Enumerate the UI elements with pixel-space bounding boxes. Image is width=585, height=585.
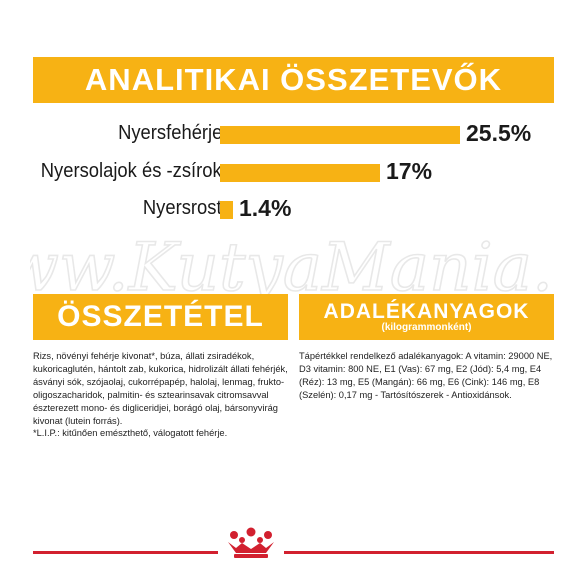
analytical-title: ANALITIKAI ÖSSZETEVŐK xyxy=(84,62,503,97)
royal-canin-crown-icon xyxy=(228,527,274,558)
nutrient-label-fat: Nyersolajok és -zsírok xyxy=(41,160,222,182)
footer-line-left xyxy=(33,551,218,554)
additives-title: ADALÉKANYAGOK xyxy=(323,300,530,323)
nutrient-label-fiber: Nyersrost xyxy=(143,197,222,219)
nutrient-bar-fat xyxy=(220,164,380,182)
composition-ingredients: Rizs, növényi fehérje kivonat*, búza, ál… xyxy=(33,351,288,426)
analytical-title-banner: ANALITIKAI ÖSSZETEVŐK xyxy=(33,57,554,103)
composition-text-block: Rizs, növényi fehérje kivonat*, búza, ál… xyxy=(33,350,293,440)
nutrient-bar-protein xyxy=(220,126,460,144)
nutrient-percent-fat: 17% xyxy=(386,158,433,184)
composition-header: ÖSSZETÉTEL xyxy=(33,294,288,340)
composition-footnote: *L.I.P.: kitűnően emészthető, válogatott… xyxy=(33,428,228,439)
additives-text-block: Tápértékkel rendelkező adalékanyagok: A … xyxy=(299,350,555,402)
nutrient-label-protein: Nyersfehérje xyxy=(117,122,222,144)
additives-text: Tápértékkel rendelkező adalékanyagok: A … xyxy=(299,351,553,400)
nutrient-percent-protein: 25.5% xyxy=(466,120,532,146)
footer-line-right xyxy=(284,551,554,554)
nutrient-percent-fiber: 1.4% xyxy=(239,195,292,221)
composition-title: ÖSSZETÉTEL xyxy=(57,300,264,333)
nutrient-bar-fiber xyxy=(220,201,233,219)
additives-subtitle: (kilogrammonként) xyxy=(381,322,472,333)
additives-header: ADALÉKANYAGOK (kilogrammonként) xyxy=(299,294,554,340)
